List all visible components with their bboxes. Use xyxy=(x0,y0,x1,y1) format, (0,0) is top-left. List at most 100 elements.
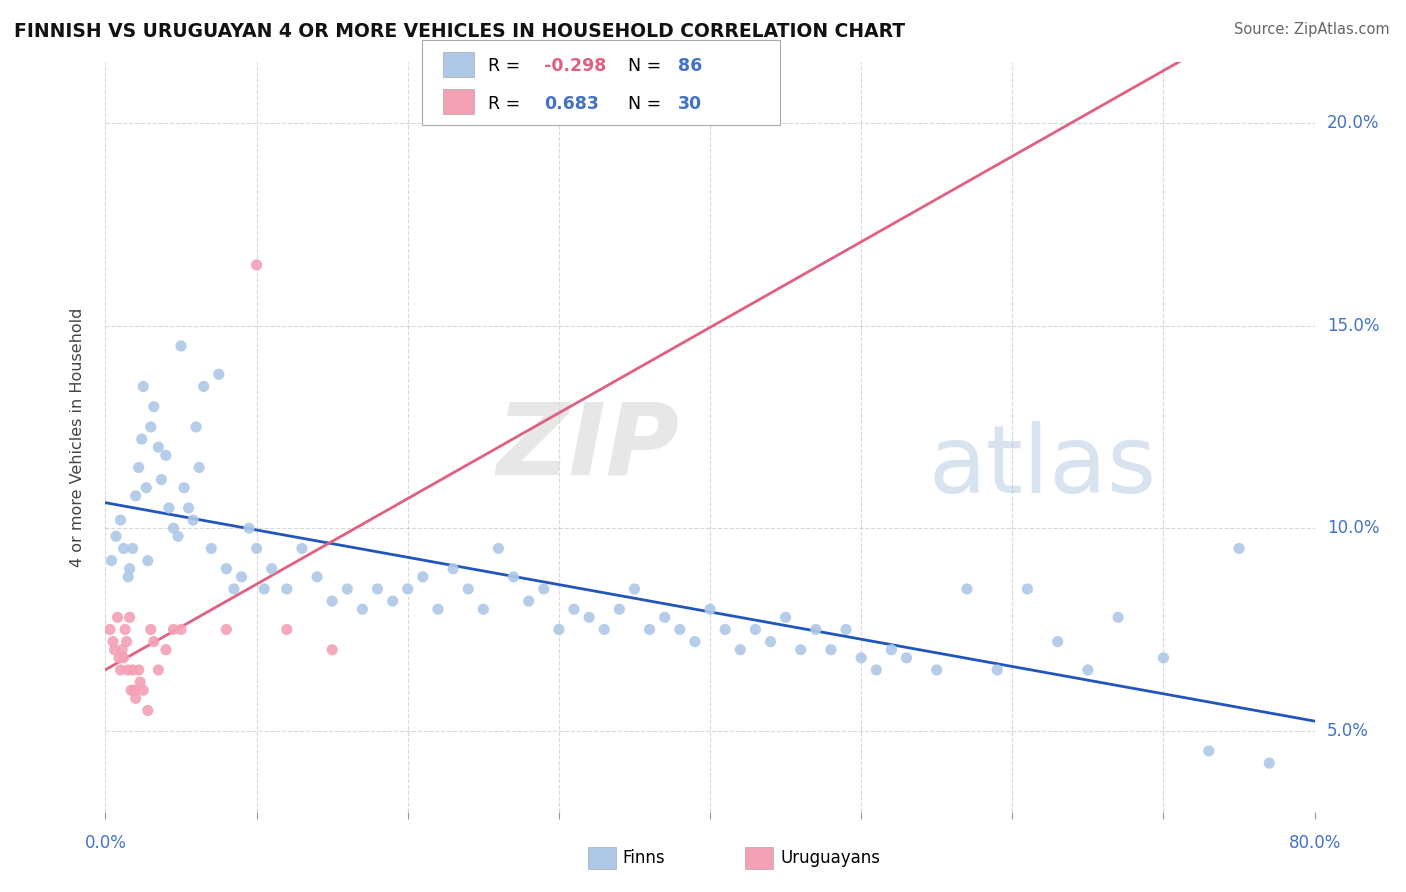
Text: 20.0%: 20.0% xyxy=(1327,114,1379,132)
Point xyxy=(427,602,450,616)
Point xyxy=(162,623,184,637)
Point xyxy=(200,541,222,556)
Point xyxy=(118,610,141,624)
Point xyxy=(101,634,124,648)
Point xyxy=(533,582,555,596)
Point xyxy=(181,513,204,527)
Point xyxy=(117,570,139,584)
Point xyxy=(100,553,122,567)
Point xyxy=(730,642,752,657)
Point xyxy=(1227,541,1250,556)
Point xyxy=(669,623,692,637)
Point xyxy=(623,582,645,596)
Point xyxy=(804,623,827,637)
Point xyxy=(654,610,676,624)
Point xyxy=(1198,744,1220,758)
Text: 30: 30 xyxy=(678,95,702,112)
Point xyxy=(170,623,193,637)
Point xyxy=(517,594,540,608)
Point xyxy=(336,582,359,596)
Point xyxy=(122,683,145,698)
Point xyxy=(120,683,142,698)
Text: atlas: atlas xyxy=(928,421,1157,514)
Point xyxy=(865,663,887,677)
Text: Finns: Finns xyxy=(623,849,665,867)
Point xyxy=(246,541,269,556)
Point xyxy=(129,675,152,690)
Text: 0.0%: 0.0% xyxy=(84,834,127,852)
Point xyxy=(139,623,162,637)
Point xyxy=(759,634,782,648)
Point xyxy=(1077,663,1099,677)
Point xyxy=(110,663,132,677)
Point xyxy=(215,623,238,637)
Point xyxy=(246,258,269,272)
Point xyxy=(835,623,858,637)
Point xyxy=(155,642,177,657)
Text: 80.0%: 80.0% xyxy=(1288,834,1341,852)
Text: ZIP: ZIP xyxy=(496,399,681,496)
Point xyxy=(150,473,173,487)
Point xyxy=(820,642,842,657)
Point xyxy=(112,650,135,665)
Point xyxy=(142,400,165,414)
Point xyxy=(502,570,524,584)
Point xyxy=(128,460,150,475)
Point xyxy=(167,529,190,543)
Text: Source: ZipAtlas.com: Source: ZipAtlas.com xyxy=(1233,22,1389,37)
Point xyxy=(139,420,162,434)
Point xyxy=(1153,650,1175,665)
Point xyxy=(307,570,329,584)
Point xyxy=(124,489,148,503)
Point xyxy=(142,634,165,648)
Text: 15.0%: 15.0% xyxy=(1327,317,1379,334)
Point xyxy=(396,582,419,596)
Point xyxy=(1017,582,1039,596)
Point xyxy=(253,582,276,596)
Text: -0.298: -0.298 xyxy=(544,57,606,75)
Point xyxy=(193,379,215,393)
Point xyxy=(186,420,208,434)
Text: R =: R = xyxy=(488,57,526,75)
Point xyxy=(714,623,737,637)
Text: 86: 86 xyxy=(678,57,702,75)
Point xyxy=(790,642,813,657)
Point xyxy=(381,594,404,608)
Point xyxy=(593,623,616,637)
Point xyxy=(321,642,343,657)
Point xyxy=(744,623,766,637)
Point xyxy=(177,500,200,515)
Point xyxy=(124,691,148,706)
Point xyxy=(775,610,797,624)
Point xyxy=(562,602,585,616)
Point xyxy=(1107,610,1129,624)
Point xyxy=(472,602,495,616)
Point xyxy=(412,570,434,584)
Point xyxy=(148,663,170,677)
Point xyxy=(638,623,661,637)
Point xyxy=(132,379,155,393)
Text: FINNISH VS URUGUAYAN 4 OR MORE VEHICLES IN HOUSEHOLD CORRELATION CHART: FINNISH VS URUGUAYAN 4 OR MORE VEHICLES … xyxy=(14,22,905,41)
Text: 5.0%: 5.0% xyxy=(1327,722,1368,739)
Point xyxy=(215,562,238,576)
Point xyxy=(128,663,150,677)
Point xyxy=(121,663,143,677)
Point xyxy=(849,650,872,665)
Point xyxy=(276,582,298,596)
Point xyxy=(276,623,298,637)
Point xyxy=(117,663,139,677)
Point xyxy=(118,562,141,576)
Point xyxy=(880,642,903,657)
Point xyxy=(121,541,143,556)
Point xyxy=(135,481,157,495)
Point xyxy=(103,642,125,657)
Point xyxy=(157,500,180,515)
Point xyxy=(260,562,283,576)
Point xyxy=(170,339,193,353)
Text: 10.0%: 10.0% xyxy=(1327,519,1379,537)
Point xyxy=(115,634,138,648)
Point xyxy=(925,663,948,677)
Point xyxy=(132,683,155,698)
Text: R =: R = xyxy=(488,95,526,112)
Point xyxy=(114,623,136,637)
